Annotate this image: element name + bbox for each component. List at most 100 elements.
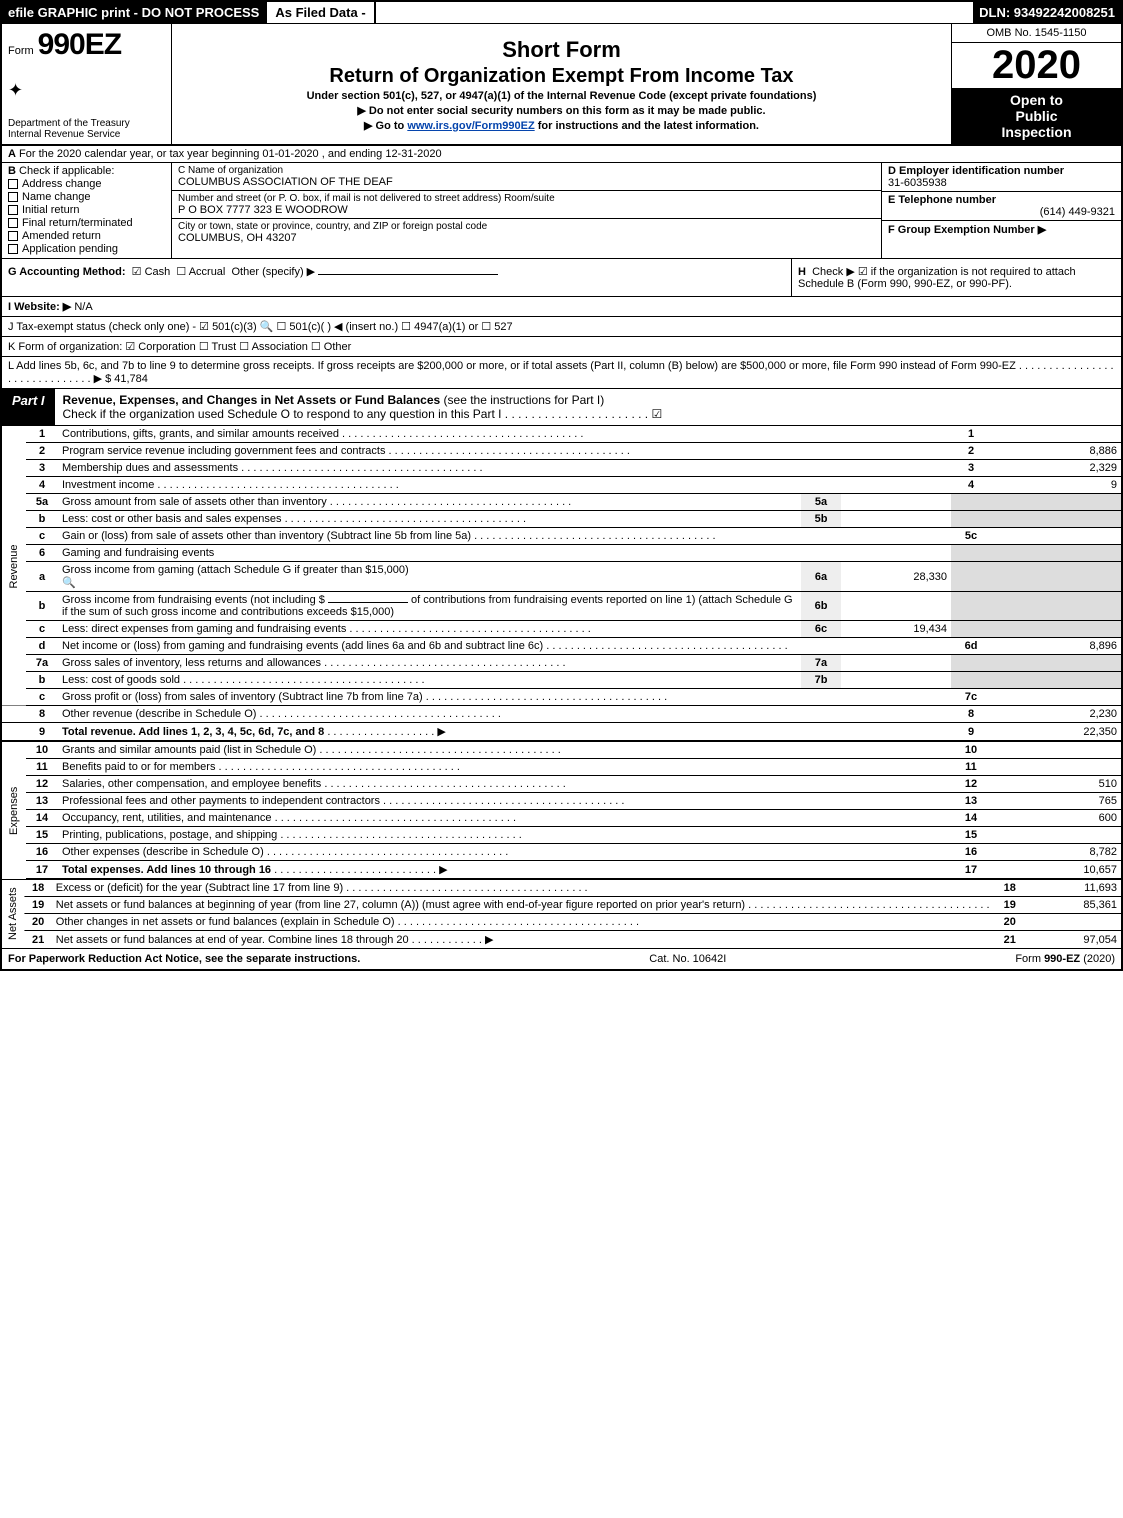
shaded-cell <box>951 655 991 672</box>
line-num: 16 <box>26 844 58 861</box>
line-val: 2,329 <box>991 460 1121 477</box>
line-rn: 9 <box>951 723 991 742</box>
line-desc: Printing, publications, postage, and shi… <box>58 827 951 844</box>
line-num: 9 <box>26 723 58 742</box>
line-val: 10,657 <box>991 861 1121 880</box>
dept-treasury: Department of the Treasury Internal Reve… <box>8 118 165 140</box>
shaded-cell <box>991 511 1121 528</box>
line-desc: Professional fees and other payments to … <box>58 793 951 810</box>
line-num: 13 <box>26 793 58 810</box>
shaded-cell <box>991 655 1121 672</box>
inner-val: 28,330 <box>841 562 951 592</box>
line-rn: 12 <box>951 776 991 793</box>
line-rn: 20 <box>994 914 1026 931</box>
line-val <box>991 689 1121 706</box>
line-num: c <box>26 621 58 638</box>
line-desc: Occupancy, rent, utilities, and maintena… <box>58 810 951 827</box>
line-6a-text: Gross income from gaming (attach Schedul… <box>62 564 409 576</box>
shaded-cell <box>991 672 1121 689</box>
table-row: 7a Gross sales of inventory, less return… <box>2 655 1121 672</box>
table-row: d Net income or (loss) from gaming and f… <box>2 638 1121 655</box>
line-num: 18 <box>24 880 51 897</box>
line-rn: 4 <box>951 477 991 494</box>
blank-side <box>2 723 26 742</box>
irs-link[interactable]: www.irs.gov/Form990EZ <box>407 120 534 132</box>
form-word: Form <box>8 45 34 57</box>
inner-label: 6b <box>801 592 841 621</box>
shaded-cell <box>991 621 1121 638</box>
line-rn: 6d <box>951 638 991 655</box>
line-num: 11 <box>26 759 58 776</box>
line-g: G Accounting Method: ☑ Cash ☐ Accrual Ot… <box>2 259 791 296</box>
table-row: 13 Professional fees and other payments … <box>2 793 1121 810</box>
chk-amended-return[interactable]: Amended return <box>8 230 165 242</box>
line-num: 3 <box>26 460 58 477</box>
line-rn: 17 <box>951 861 991 880</box>
table-row: c Gain or (loss) from sale of assets oth… <box>2 528 1121 545</box>
part-i-label: Part I <box>2 389 55 425</box>
chk-application-pending[interactable]: Application pending <box>8 243 165 255</box>
dept-line2: Internal Revenue Service <box>8 129 165 140</box>
line-desc: Less: cost or other basis and sales expe… <box>58 511 801 528</box>
table-row: b Less: cost of goods sold 7b <box>2 672 1121 689</box>
part-i-check-line: Check if the organization used Schedule … <box>63 407 663 421</box>
org-name-label: C Name of organization <box>178 165 875 176</box>
header: Form 990EZ ✦ Department of the Treasury … <box>2 24 1121 146</box>
table-row: b Less: cost or other basis and sales ex… <box>2 511 1121 528</box>
checkbox-icon <box>8 205 18 215</box>
line-l: L Add lines 5b, 6c, and 7b to line 9 to … <box>2 357 1121 388</box>
line-val: 510 <box>991 776 1121 793</box>
line-desc: Other expenses (describe in Schedule O) <box>58 844 951 861</box>
line-val: 600 <box>991 810 1121 827</box>
header-left: Form 990EZ ✦ Department of the Treasury … <box>2 24 172 144</box>
table-row: Net Assets 18 Excess or (deficit) for th… <box>2 880 1121 897</box>
inner-label: 5b <box>801 511 841 528</box>
chk-name-change[interactable]: Name change <box>8 191 165 203</box>
footer: For Paperwork Reduction Act Notice, see … <box>2 948 1121 969</box>
line-num: a <box>26 562 58 592</box>
street-cell: Number and street (or P. O. box, if mail… <box>172 191 881 219</box>
line-6b-d1: Gross income from fundraising events (no… <box>62 594 325 606</box>
chk-label: Application pending <box>22 243 118 255</box>
line-rn: 19 <box>994 897 1026 914</box>
table-row: 8 Other revenue (describe in Schedule O)… <box>2 706 1121 723</box>
line-desc: Membership dues and assessments <box>58 460 951 477</box>
line-desc: Excess or (deficit) for the year (Subtra… <box>52 880 994 897</box>
chk-label: Address change <box>22 178 102 190</box>
as-filed-label: As Filed Data - <box>265 2 375 23</box>
line-desc: Contributions, gifts, grants, and simila… <box>58 426 951 443</box>
line-num: 4 <box>26 477 58 494</box>
blank-line <box>328 602 408 603</box>
line-h-prefix: H <box>798 266 806 278</box>
col-d: D Employer identification number 31-6035… <box>881 163 1121 258</box>
line-desc: Gain or (loss) from sale of assets other… <box>58 528 951 545</box>
line-j: J Tax-exempt status (check only one) - ☑… <box>2 317 1121 337</box>
table-row: 21 Net assets or fund balances at end of… <box>2 931 1121 949</box>
line-desc: Other changes in net assets or fund bala… <box>52 914 994 931</box>
line-num: 2 <box>26 443 58 460</box>
footer-left: For Paperwork Reduction Act Notice, see … <box>8 953 360 965</box>
tax-year: 2020 <box>992 43 1081 88</box>
line-num: 8 <box>26 706 58 723</box>
line-rn: 16 <box>951 844 991 861</box>
inner-label: 7a <box>801 655 841 672</box>
chk-final-return[interactable]: Final return/terminated <box>8 217 165 229</box>
part-i-title: Revenue, Expenses, and Changes in Net As… <box>55 389 1121 425</box>
table-row: 6 Gaming and fundraising events <box>2 545 1121 562</box>
chk-initial-return[interactable]: Initial return <box>8 204 165 216</box>
table-row: c Gross profit or (loss) from sales of i… <box>2 689 1121 706</box>
return-title: Return of Organization Exempt From Incom… <box>180 65 943 88</box>
line-num: 1 <box>26 426 58 443</box>
line-rn: 21 <box>994 931 1026 949</box>
shaded-cell <box>951 494 991 511</box>
magnify-icon[interactable]: 🔍 <box>62 577 76 589</box>
chk-address-change[interactable]: Address change <box>8 178 165 190</box>
line-17-text: Total expenses. Add lines 10 through 16 <box>62 864 271 876</box>
table-row: 3 Membership dues and assessments 3 2,32… <box>2 460 1121 477</box>
line-desc: Program service revenue including govern… <box>58 443 951 460</box>
group-exemption-cell: F Group Exemption Number ▶ <box>882 221 1121 258</box>
line-desc: Other revenue (describe in Schedule O) <box>58 706 951 723</box>
chk-label: Initial return <box>22 204 79 216</box>
line-k: K Form of organization: ☑ Corporation ☐ … <box>2 337 1121 357</box>
goto-pre: ▶ Go to <box>364 120 407 132</box>
